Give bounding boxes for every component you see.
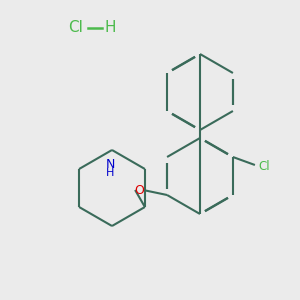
Text: Cl: Cl: [68, 20, 83, 35]
Text: H: H: [105, 20, 116, 35]
Text: H: H: [106, 168, 114, 178]
Text: O: O: [134, 184, 144, 196]
Text: N: N: [105, 158, 115, 171]
Text: Cl: Cl: [258, 160, 269, 173]
